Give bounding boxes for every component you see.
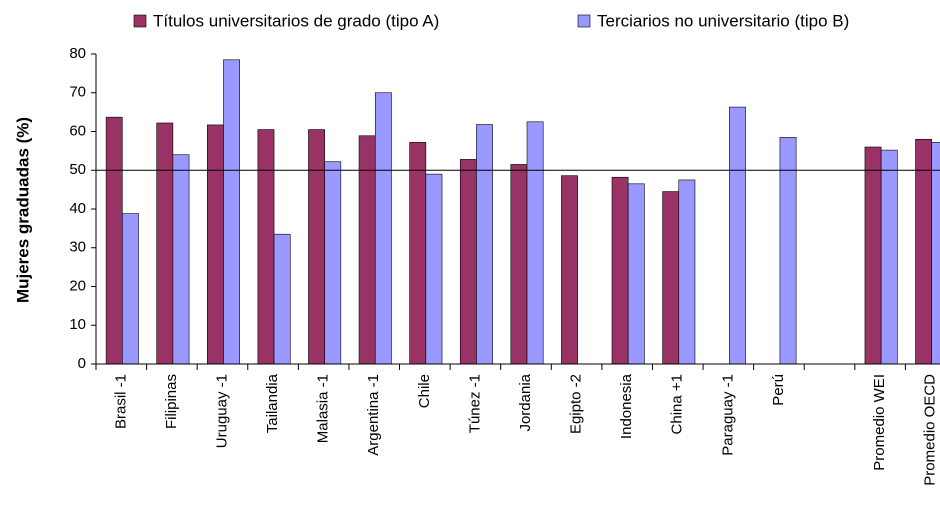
bar: [122, 213, 139, 365]
x-tick-label: Promedio OECD: [922, 374, 939, 486]
legend-label: Títulos universitarios de grado (tipo A): [153, 11, 439, 30]
x-tick-label: China +1: [669, 374, 686, 434]
x-tick-label: Tailandia: [264, 373, 281, 433]
bar: [476, 124, 493, 365]
bar: [105, 116, 123, 365]
bar: [308, 129, 325, 365]
bar: [172, 154, 190, 365]
bar: [206, 124, 224, 365]
legend-swatch: [577, 14, 591, 28]
bar: [425, 173, 443, 365]
bar: [510, 164, 528, 365]
bar: [156, 122, 174, 365]
bar: [880, 149, 898, 365]
x-tick-label: Promedio WEI: [871, 374, 888, 471]
x-tick-label: Malasia -1: [315, 374, 332, 443]
bar: [526, 121, 544, 365]
legend-swatch: [133, 14, 147, 28]
x-tick-label: Indonesia: [618, 373, 635, 439]
bar: [273, 233, 291, 365]
bar: [374, 92, 392, 365]
bar: [459, 159, 477, 365]
bar: [915, 138, 933, 365]
y-tick-label: 70: [69, 84, 86, 101]
bar: [223, 59, 240, 365]
bar: [324, 161, 342, 365]
y-tick-label: 50: [69, 161, 86, 178]
x-tick-label: Egipto -2: [568, 374, 585, 434]
bar: [409, 142, 427, 365]
bar: [729, 106, 746, 365]
bar: [662, 191, 680, 365]
y-tick-label: 10: [69, 316, 86, 333]
x-tick-label: Brasil -1: [112, 374, 129, 429]
bar: [611, 176, 629, 365]
bar: [257, 129, 275, 365]
y-tick-label: 60: [69, 122, 86, 139]
bar: [779, 137, 797, 365]
bar: [627, 183, 645, 365]
x-tick-label: Paraguay -1: [719, 374, 736, 456]
x-tick-label: Filipinas: [163, 374, 180, 429]
bar: [864, 146, 882, 365]
bar: [561, 175, 578, 365]
y-tick-label: 40: [69, 200, 86, 217]
x-tick-label: Jordania: [517, 373, 534, 431]
y-tick-label: 30: [69, 239, 86, 256]
y-axis-label: Mujeres graduadas (%): [13, 117, 32, 303]
y-tick-label: 80: [69, 45, 86, 62]
x-tick-label: Chile: [416, 374, 433, 408]
x-tick-label: Argentina -1: [365, 374, 382, 456]
bar: [678, 179, 696, 365]
bar: [931, 142, 940, 365]
legend-label: Terciarios no universitario (tipo B): [597, 11, 849, 30]
x-tick-label: Uruguay -1: [213, 374, 230, 448]
y-tick-label: 20: [69, 277, 86, 294]
y-tick-label: 0: [78, 355, 86, 372]
x-tick-label: Perú: [770, 374, 787, 406]
x-tick-label: Túnez -1: [466, 374, 483, 433]
